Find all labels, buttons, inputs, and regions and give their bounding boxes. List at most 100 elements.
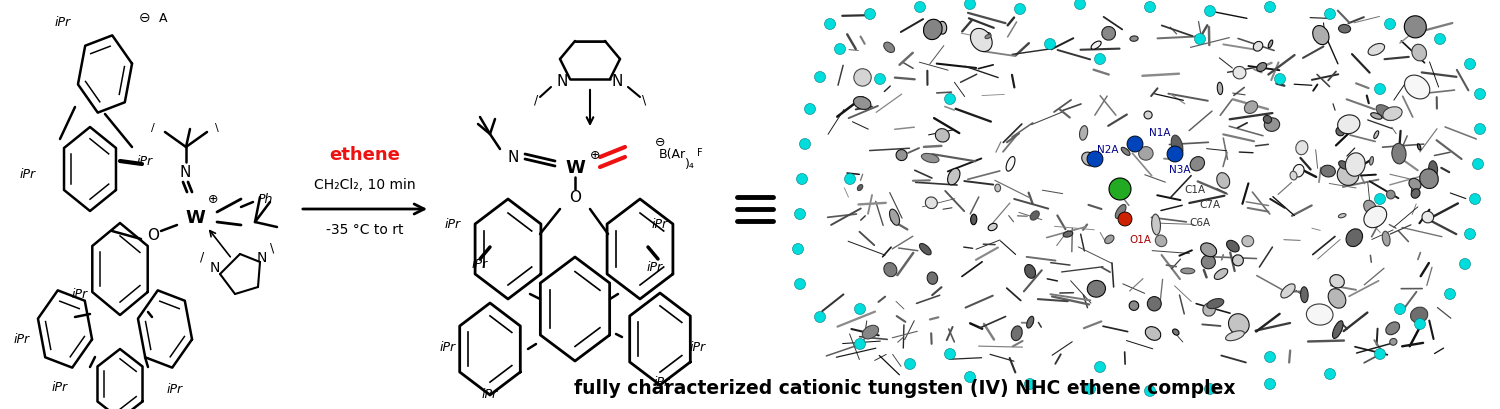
Circle shape bbox=[1324, 369, 1335, 380]
Ellipse shape bbox=[1200, 243, 1216, 257]
Ellipse shape bbox=[862, 326, 879, 339]
Text: iPr: iPr bbox=[654, 375, 670, 389]
Ellipse shape bbox=[1007, 157, 1016, 172]
Ellipse shape bbox=[1138, 147, 1154, 161]
Ellipse shape bbox=[1386, 322, 1400, 335]
Circle shape bbox=[1474, 124, 1485, 135]
Ellipse shape bbox=[1404, 17, 1426, 39]
Circle shape bbox=[1118, 213, 1132, 227]
Ellipse shape bbox=[1120, 148, 1130, 156]
Ellipse shape bbox=[1364, 201, 1376, 214]
Ellipse shape bbox=[1410, 308, 1428, 323]
Ellipse shape bbox=[926, 198, 938, 209]
Text: iPr: iPr bbox=[166, 382, 183, 396]
Ellipse shape bbox=[884, 43, 894, 53]
Circle shape bbox=[1095, 362, 1106, 373]
Ellipse shape bbox=[1202, 256, 1215, 269]
Ellipse shape bbox=[1338, 25, 1350, 34]
Ellipse shape bbox=[927, 272, 938, 285]
Text: A: A bbox=[159, 11, 168, 25]
Ellipse shape bbox=[1383, 108, 1402, 121]
Ellipse shape bbox=[1371, 113, 1382, 120]
Ellipse shape bbox=[1208, 299, 1224, 309]
Ellipse shape bbox=[1130, 301, 1138, 310]
Circle shape bbox=[1088, 152, 1102, 168]
Text: N: N bbox=[556, 74, 567, 89]
Ellipse shape bbox=[1364, 207, 1386, 228]
Circle shape bbox=[904, 359, 915, 370]
Ellipse shape bbox=[920, 244, 932, 255]
Text: O: O bbox=[568, 190, 580, 205]
Text: iPr: iPr bbox=[13, 333, 30, 346]
Text: C1A: C1A bbox=[1185, 184, 1206, 195]
Text: N: N bbox=[180, 165, 190, 180]
Circle shape bbox=[874, 74, 885, 85]
Circle shape bbox=[1444, 289, 1455, 300]
Circle shape bbox=[1074, 0, 1086, 11]
Circle shape bbox=[964, 0, 975, 11]
Text: /: / bbox=[534, 93, 538, 106]
Text: N: N bbox=[507, 150, 519, 165]
Circle shape bbox=[1264, 352, 1275, 363]
Ellipse shape bbox=[1376, 106, 1395, 121]
Circle shape bbox=[1264, 379, 1275, 389]
Circle shape bbox=[795, 209, 806, 220]
Circle shape bbox=[1460, 259, 1470, 270]
Ellipse shape bbox=[1412, 45, 1426, 62]
Text: O: O bbox=[147, 228, 159, 243]
Ellipse shape bbox=[1346, 153, 1365, 177]
Ellipse shape bbox=[1102, 27, 1116, 41]
Ellipse shape bbox=[938, 22, 946, 35]
Text: iPr: iPr bbox=[446, 218, 460, 231]
Ellipse shape bbox=[1090, 42, 1101, 50]
Text: -35 °C to rt: -35 °C to rt bbox=[327, 222, 404, 236]
Circle shape bbox=[1464, 229, 1476, 240]
Circle shape bbox=[1395, 304, 1406, 315]
Ellipse shape bbox=[1374, 131, 1378, 139]
Ellipse shape bbox=[1082, 153, 1096, 166]
Ellipse shape bbox=[1088, 281, 1106, 297]
Text: F: F bbox=[698, 148, 702, 157]
Ellipse shape bbox=[1227, 241, 1239, 252]
Circle shape bbox=[1414, 319, 1425, 330]
Ellipse shape bbox=[1338, 116, 1360, 134]
Ellipse shape bbox=[1245, 102, 1257, 114]
Ellipse shape bbox=[1408, 179, 1420, 191]
Text: ⊕: ⊕ bbox=[590, 149, 600, 162]
Circle shape bbox=[804, 104, 816, 115]
Text: \: \ bbox=[270, 241, 274, 254]
Circle shape bbox=[1167, 147, 1184, 163]
Ellipse shape bbox=[1216, 173, 1230, 189]
Ellipse shape bbox=[1428, 162, 1437, 178]
Circle shape bbox=[1204, 384, 1215, 395]
Ellipse shape bbox=[1203, 303, 1215, 316]
Circle shape bbox=[796, 174, 807, 185]
Circle shape bbox=[795, 279, 806, 290]
Ellipse shape bbox=[1242, 236, 1254, 247]
Circle shape bbox=[1324, 9, 1335, 20]
Text: iPr: iPr bbox=[440, 341, 456, 354]
Ellipse shape bbox=[970, 215, 976, 225]
Ellipse shape bbox=[1370, 157, 1374, 166]
Circle shape bbox=[800, 139, 810, 150]
Circle shape bbox=[1275, 74, 1286, 85]
Circle shape bbox=[1024, 379, 1035, 389]
Text: O1A: O1A bbox=[1130, 234, 1150, 245]
Text: \: \ bbox=[214, 123, 219, 133]
Circle shape bbox=[1194, 34, 1206, 45]
Ellipse shape bbox=[1330, 275, 1344, 288]
Ellipse shape bbox=[1233, 67, 1246, 80]
Ellipse shape bbox=[1180, 268, 1194, 274]
Ellipse shape bbox=[1338, 214, 1346, 218]
Text: C6A: C6A bbox=[1190, 218, 1210, 227]
Text: ethene: ethene bbox=[330, 146, 400, 164]
Text: ⊖: ⊖ bbox=[140, 11, 152, 25]
Ellipse shape bbox=[1144, 112, 1152, 119]
Ellipse shape bbox=[1290, 172, 1298, 180]
Ellipse shape bbox=[1306, 304, 1334, 325]
Ellipse shape bbox=[1320, 166, 1335, 178]
Ellipse shape bbox=[924, 20, 942, 40]
Circle shape bbox=[1144, 2, 1155, 13]
Ellipse shape bbox=[1152, 215, 1161, 235]
Ellipse shape bbox=[1412, 187, 1416, 197]
